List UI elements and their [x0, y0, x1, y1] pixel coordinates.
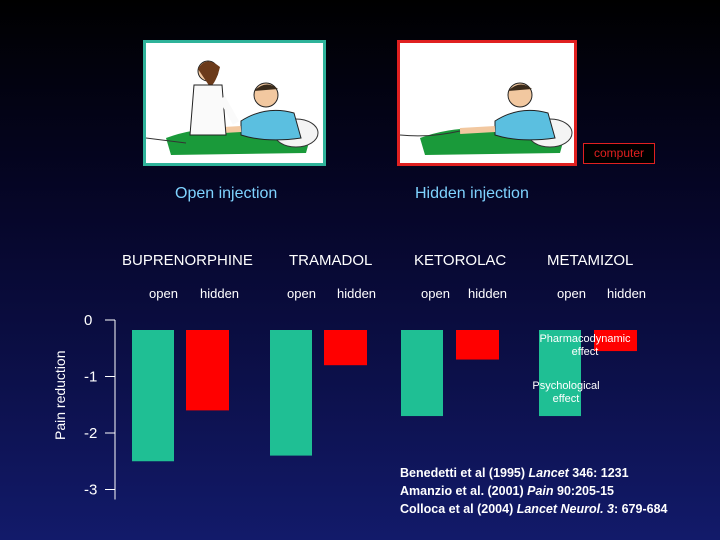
drug-label-metamizol: METAMIZOL: [547, 252, 634, 269]
open-injection-title: Open injection: [175, 185, 278, 202]
reference-1: Benedetti et al (1995) Lancet 346: 1231: [400, 466, 629, 480]
computer-label: computer: [583, 143, 655, 164]
drug-label-tramadol: TRAMADOL: [289, 252, 373, 269]
open-injection-illustration: [143, 40, 326, 166]
pharmacodynamic-effect-label: Pharmacodynamic: [539, 333, 631, 345]
bar-hidden-tramadol: [324, 330, 367, 366]
sub-label-hidden: hidden: [337, 286, 377, 301]
drug-label-ketorolac: KETOROLAC: [414, 252, 507, 269]
drug-label-buprenorphine: BUPRENORPHINE: [122, 252, 253, 269]
sub-label-hidden: hidden: [468, 286, 508, 301]
psychological-effect-label: Psychological: [532, 380, 599, 392]
sub-label-open: open: [287, 286, 316, 301]
bar-open-metamizol: [539, 330, 581, 417]
reference-2: Amanzio et al. (2001) Pain 90:205-15: [400, 484, 614, 498]
y-tick-label: 0: [84, 312, 92, 329]
bar-open-buprenorphine: [132, 330, 174, 462]
y-tick-label: -3: [84, 482, 97, 499]
bar-open-ketorolac: [401, 330, 443, 417]
hidden-injection-illustration: [397, 40, 577, 166]
sub-label-open: open: [149, 286, 178, 301]
y-tick-label: -1: [84, 369, 97, 386]
bar-open-tramadol: [270, 330, 312, 456]
bar-hidden-metamizol: [594, 330, 637, 352]
bar-hidden-ketorolac: [456, 330, 499, 360]
hidden-injection-title: Hidden injection: [415, 185, 529, 202]
sub-label-hidden: hidden: [200, 286, 240, 301]
sub-label-open: open: [421, 286, 450, 301]
reference-3: Colloca et al (2004) Lancet Neurol. 3: 6…: [400, 502, 668, 516]
psychological-effect-label: effect: [553, 393, 580, 405]
y-tick-label: -2: [84, 425, 97, 442]
bar-hidden-buprenorphine: [186, 330, 229, 411]
sub-label-hidden: hidden: [607, 286, 647, 301]
sub-label-open: open: [557, 286, 586, 301]
pharmacodynamic-effect-label: effect: [572, 346, 599, 358]
references: Benedetti et al (1995) Lancet 346: 1231 …: [400, 464, 667, 518]
